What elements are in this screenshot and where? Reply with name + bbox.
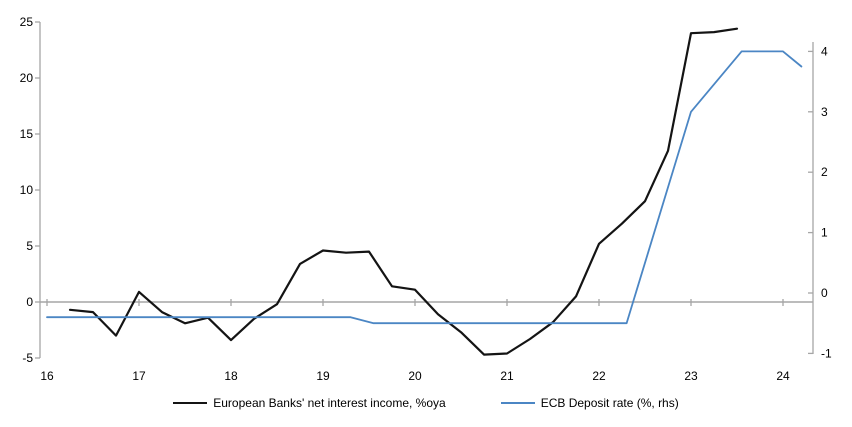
- series-line-ecb-deposit-rate: [46, 50, 803, 325]
- x-axis-tick-label: 21: [500, 369, 514, 383]
- legend-line-swatch-black: [173, 402, 208, 404]
- left-axis-tick-label: 5: [26, 239, 33, 253]
- x-axis-tick-label: 16: [40, 369, 54, 383]
- legend-label-ecb: ECB Deposit rate (%, rhs): [540, 396, 679, 410]
- right-axis-tick-label: 3: [821, 105, 828, 119]
- right-axis-tick-label: 4: [821, 44, 828, 58]
- right-axis-tick-label: 2: [821, 165, 828, 179]
- x-axis-tick-label: 24: [776, 369, 790, 383]
- right-axis-tick-label: 0: [821, 286, 828, 300]
- x-axis-tick-label: 23: [684, 369, 698, 383]
- legend-line-swatch-blue: [500, 402, 535, 404]
- legend-item-ecb: ECB Deposit rate (%, rhs): [500, 396, 679, 410]
- x-axis-tick-label: 18: [224, 369, 238, 383]
- chart-legend: European Banks' net interest income, %oy…: [0, 396, 852, 410]
- left-axis-tick-label: 0: [26, 295, 33, 309]
- left-axis-tick-label: -5: [22, 351, 33, 365]
- right-axis-tick-label: -1: [821, 346, 832, 360]
- left-axis-tick-label: 25: [20, 15, 34, 29]
- x-axis-tick-label: 19: [316, 369, 330, 383]
- left-axis-tick-label: 10: [20, 183, 34, 197]
- right-axis-tick-label: 1: [821, 226, 828, 240]
- left-axis-tick-label: 15: [20, 127, 34, 141]
- legend-item-nii: European Banks' net interest income, %oy…: [173, 396, 446, 410]
- left-axis-tick-label: 20: [20, 71, 34, 85]
- x-axis-tick-label: 22: [592, 369, 606, 383]
- x-axis-tick-label: 20: [408, 369, 422, 383]
- x-axis-tick-label: 17: [132, 369, 146, 383]
- legend-label-nii: European Banks' net interest income, %oy…: [213, 396, 446, 410]
- series-line-net-interest-income: [68, 27, 739, 356]
